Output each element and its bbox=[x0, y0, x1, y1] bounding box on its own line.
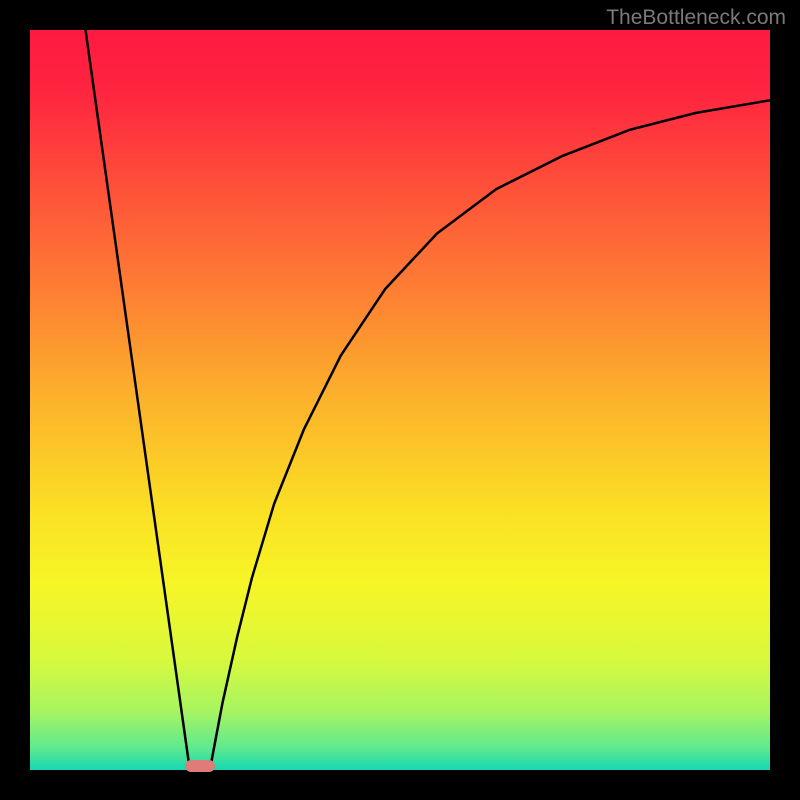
notch-marker bbox=[185, 760, 215, 772]
gradient-background bbox=[30, 30, 770, 770]
watermark-text: TheBottleneck.com bbox=[606, 6, 786, 30]
outer-frame: TheBottleneck.com bbox=[0, 0, 800, 800]
plot-area bbox=[30, 30, 770, 770]
